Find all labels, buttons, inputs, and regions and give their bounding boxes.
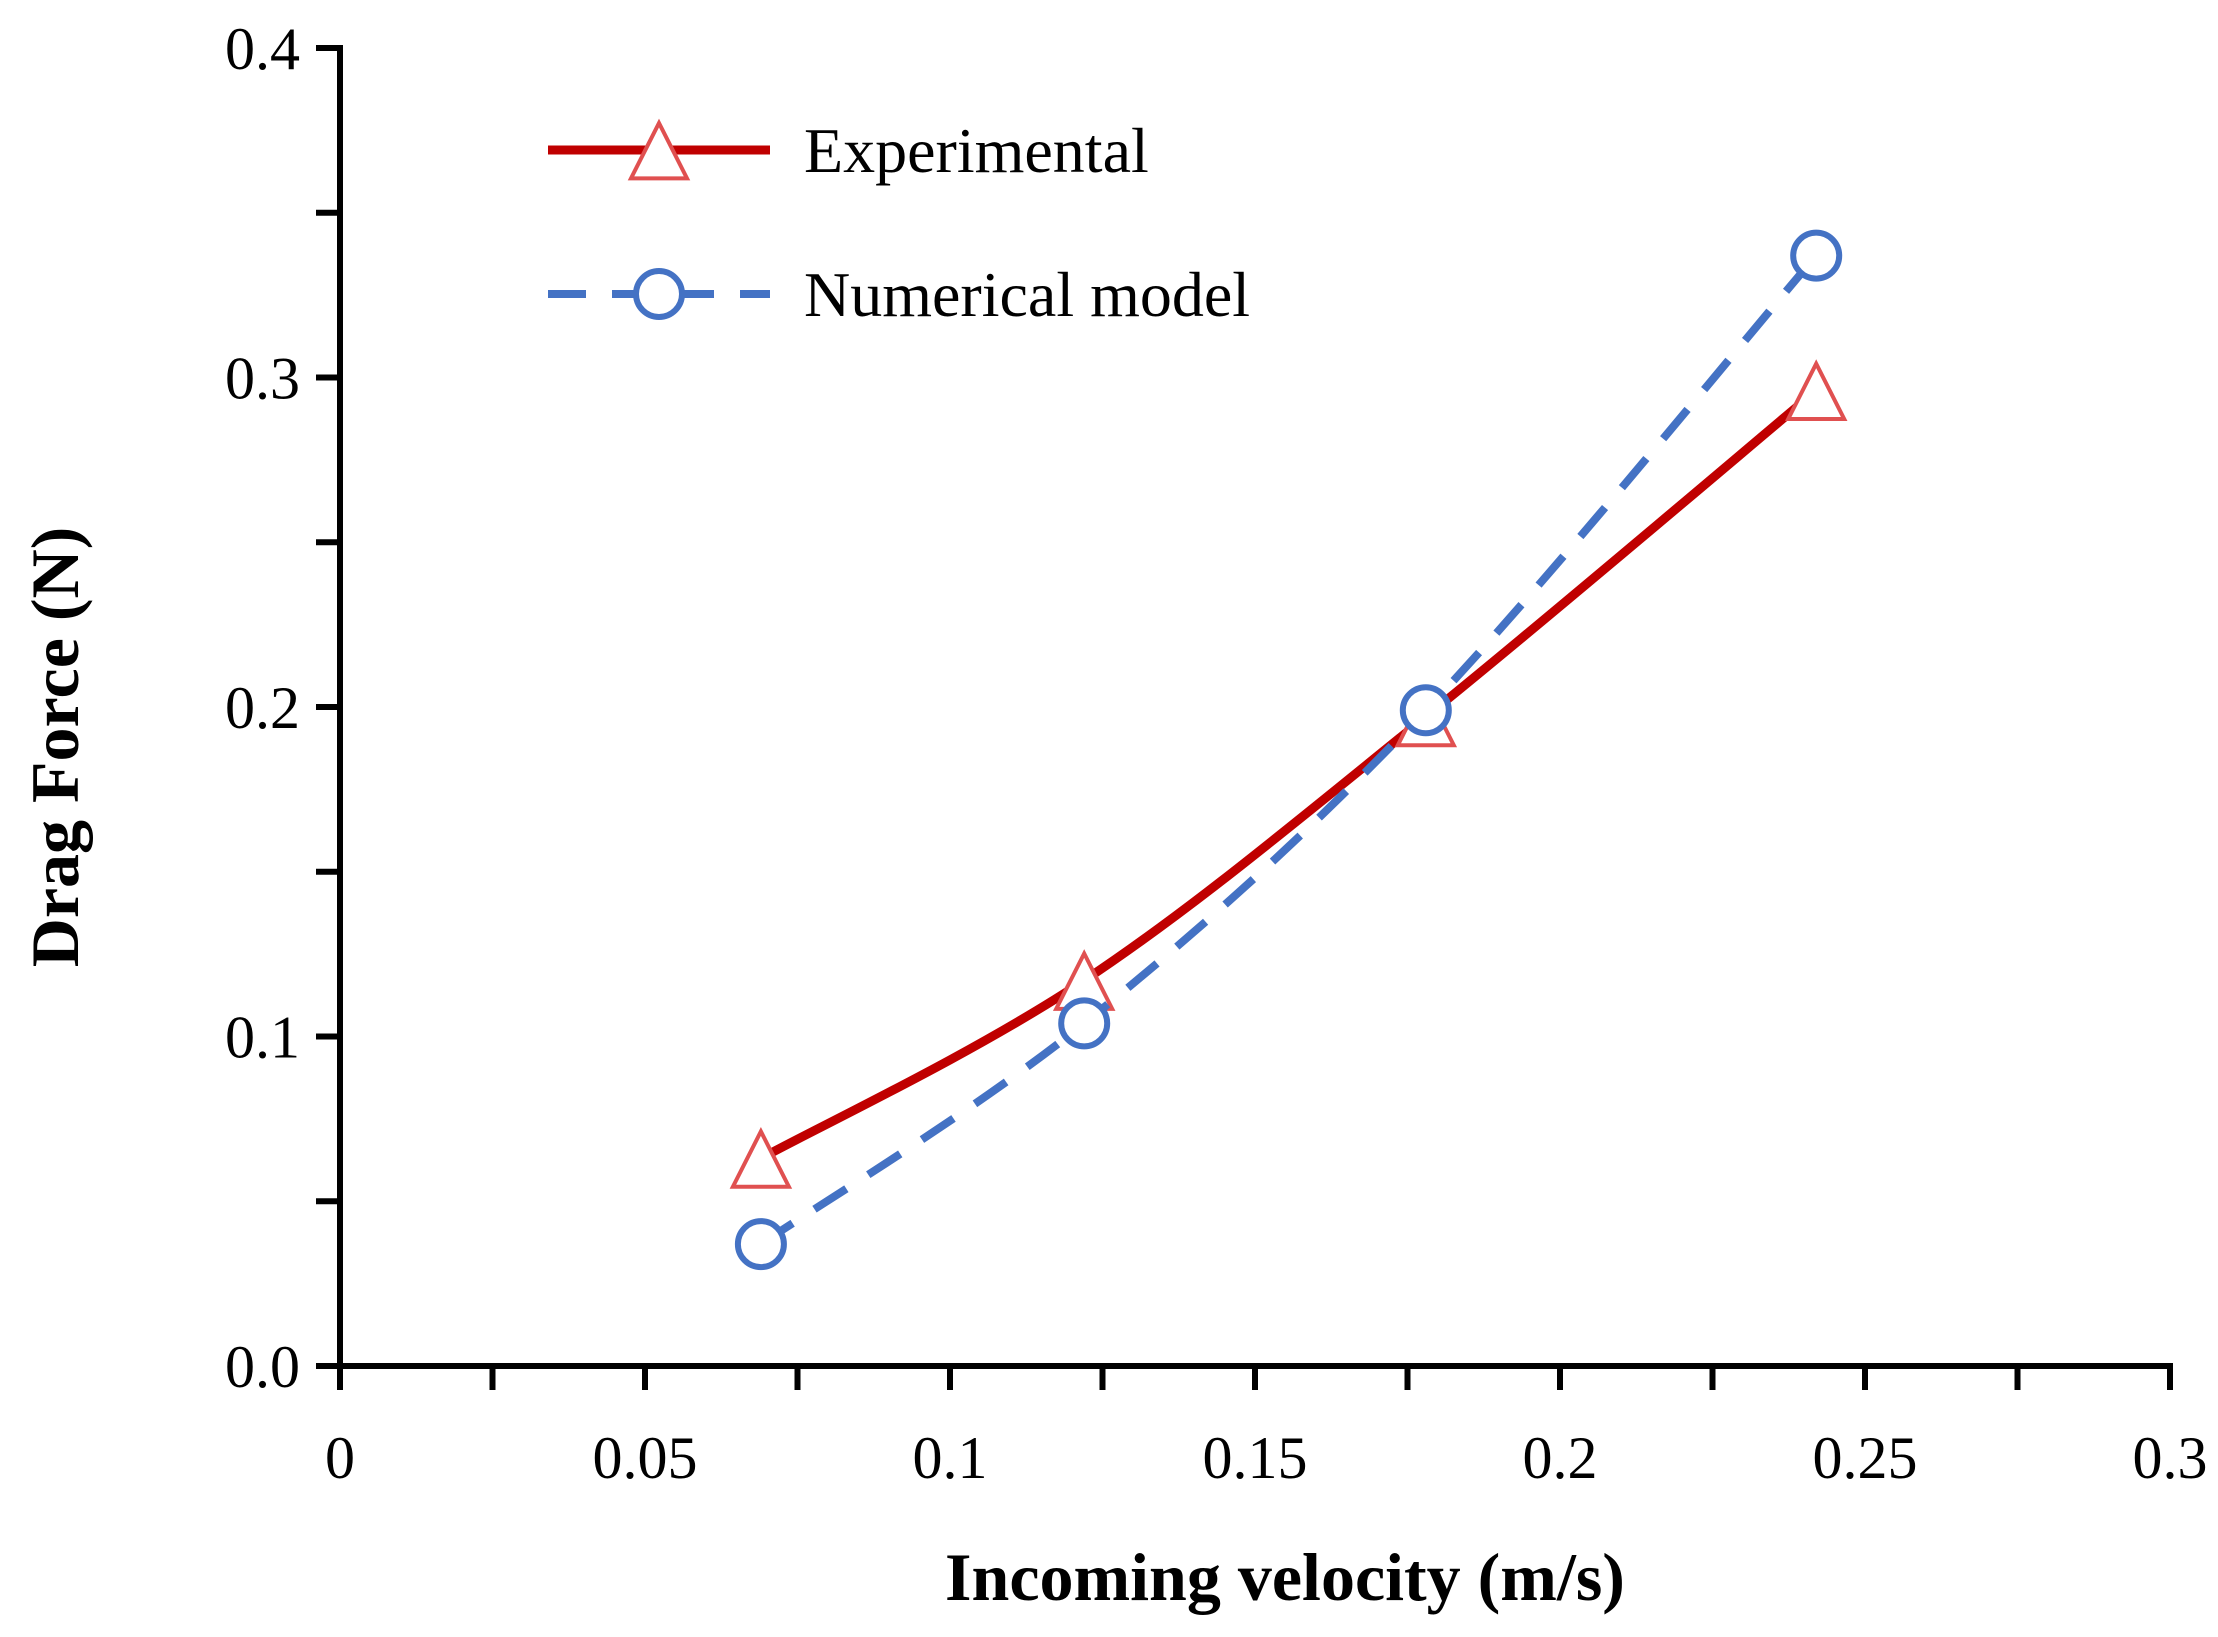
x-axis-title: Incoming velocity (m/s)	[945, 1539, 1625, 1615]
x-tick-label: 0.1	[913, 1425, 988, 1491]
y-tick-label: 0.0	[225, 1334, 300, 1400]
x-tick-label: 0.05	[593, 1425, 698, 1491]
series-line	[758, 387, 1820, 1163]
legend-marker-triangle	[627, 118, 691, 181]
legend-marker-circle	[633, 268, 685, 320]
x-tick-label: 0.3	[2133, 1425, 2208, 1491]
x-tick-label: 0.15	[1203, 1425, 1308, 1491]
y-tick-label: 0.1	[225, 1005, 300, 1071]
y-axis-title: Drag Force (N)	[17, 527, 93, 968]
x-tick-label: 0.2	[1523, 1425, 1598, 1491]
data-point-triangle	[1784, 359, 1848, 422]
x-ticks: 0 0.05 0.1 0.15 0.2 0.25 0.3	[325, 1366, 2208, 1491]
legend-item: Numerical model	[548, 259, 1250, 330]
series-line	[758, 252, 1820, 1248]
legend-label: Numerical model	[804, 259, 1250, 330]
axes: 0.0 0.1 0.2 0.3 0.4 0 0.05 0.1 0.15 0.2 0.25 0.3	[225, 16, 2208, 1491]
y-ticks: 0.0 0.1 0.2 0.3 0.4	[225, 16, 340, 1400]
x-tick-label: 0.25	[1813, 1425, 1918, 1491]
x-tick-label: 0	[325, 1425, 355, 1491]
y-tick-label: 0.4	[225, 16, 300, 82]
y-tick-label: 0.3	[225, 346, 300, 412]
legend-label: Experimental	[804, 115, 1149, 186]
y-tick-label: 0.2	[225, 675, 300, 741]
data-point-triangle	[729, 1127, 793, 1189]
series-experimental	[729, 359, 1848, 1189]
series-layer	[729, 229, 1848, 1271]
data-point-circle	[1399, 684, 1452, 737]
series-numerical-model	[734, 229, 1843, 1271]
data-point-circle	[1790, 229, 1843, 282]
data-point-circle	[734, 1218, 787, 1271]
legend-item: Experimental	[548, 115, 1149, 186]
legend: Experimental Numerical model	[548, 115, 1250, 330]
data-point-circle	[1058, 997, 1111, 1050]
